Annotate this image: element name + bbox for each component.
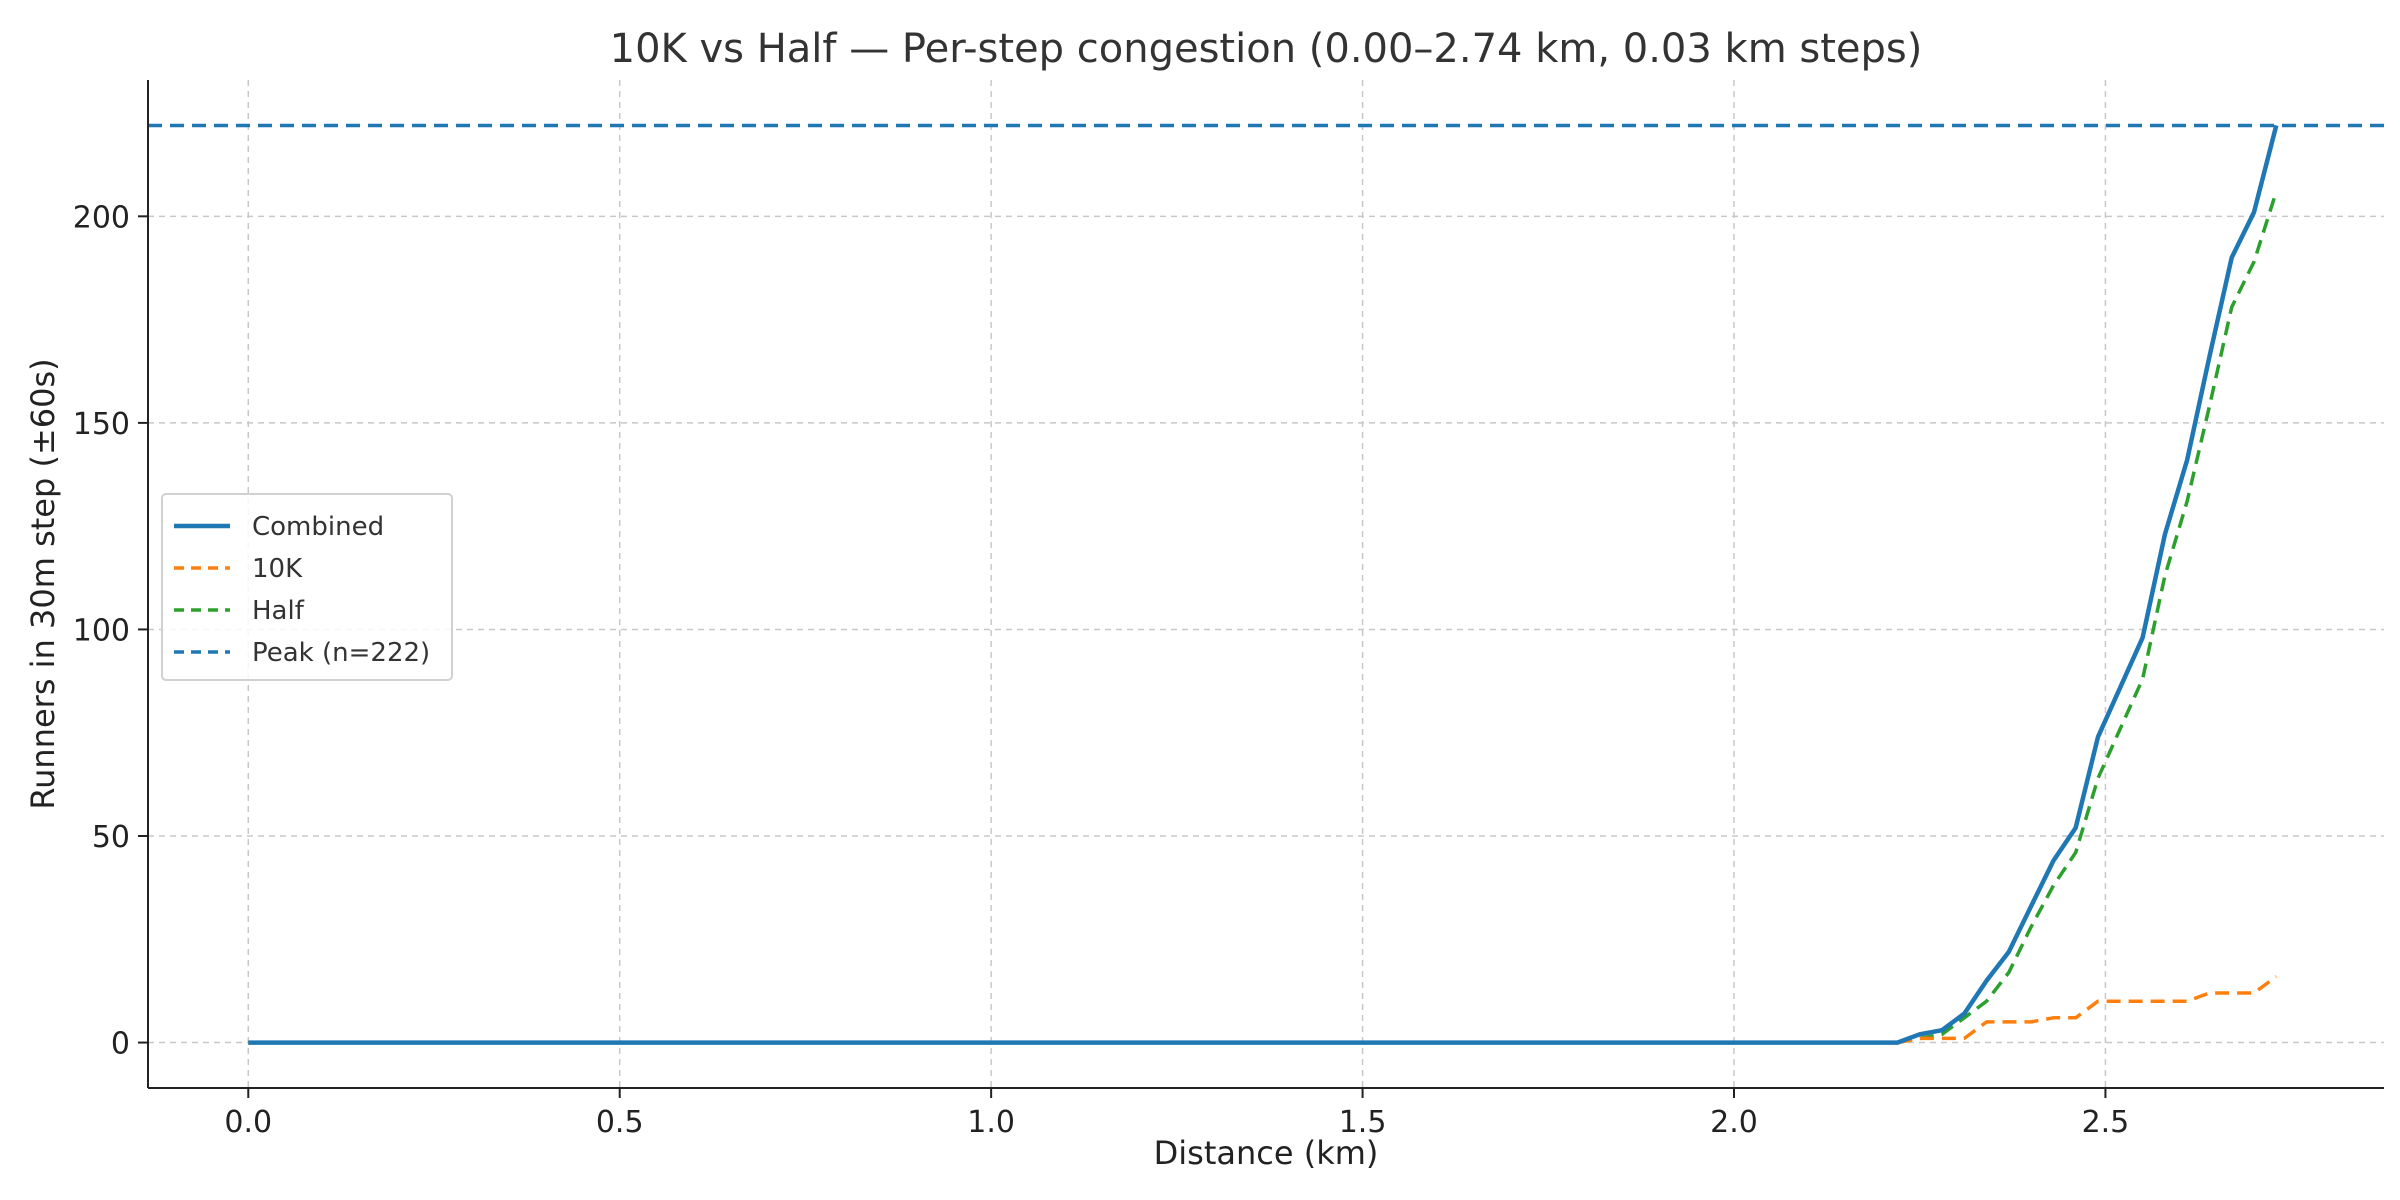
x-axis-label: Distance (km) bbox=[1154, 1134, 1379, 1172]
x-tick-label: 0.0 bbox=[224, 1105, 272, 1140]
x-ticks: 0.0 0.5 1.0 1.5 2.0 2.5 bbox=[224, 1088, 2129, 1140]
y-ticks: 0 50 100 150 200 bbox=[73, 200, 148, 1062]
series-line-combined bbox=[248, 124, 2279, 1045]
legend-label: 10K bbox=[252, 554, 303, 584]
y-tick-label: 150 bbox=[73, 407, 130, 442]
x-tick-label: 2.5 bbox=[2082, 1105, 2130, 1140]
series-line-10k bbox=[248, 975, 2278, 1045]
series-lines bbox=[248, 124, 2279, 1045]
chart-title: 10K vs Half — Per-step congestion (0.00–… bbox=[610, 26, 1923, 72]
y-tick-label: 0 bbox=[111, 1027, 130, 1062]
legend-box bbox=[161, 493, 453, 681]
x-tick-label: 0.5 bbox=[596, 1105, 644, 1140]
y-tick-label: 50 bbox=[92, 820, 130, 855]
y-axis-label: Runners in 30m step (±60s) bbox=[24, 358, 62, 809]
y-tick-label: 200 bbox=[73, 200, 130, 235]
legend-label: Half bbox=[252, 596, 305, 626]
axes bbox=[147, 80, 2384, 1089]
legend: Combined 10K Half Peak (n=222) bbox=[161, 493, 453, 681]
grid bbox=[148, 80, 2384, 1088]
x-tick-label: 1.5 bbox=[1339, 1105, 1387, 1140]
x-tick-label: 1.0 bbox=[967, 1105, 1015, 1140]
y-tick-label: 100 bbox=[73, 613, 130, 648]
legend-label: Peak (n=222) bbox=[252, 638, 430, 668]
legend-label: Combined bbox=[252, 512, 384, 542]
x-tick-label: 2.0 bbox=[1710, 1105, 1758, 1140]
series-line-half bbox=[248, 190, 2278, 1045]
